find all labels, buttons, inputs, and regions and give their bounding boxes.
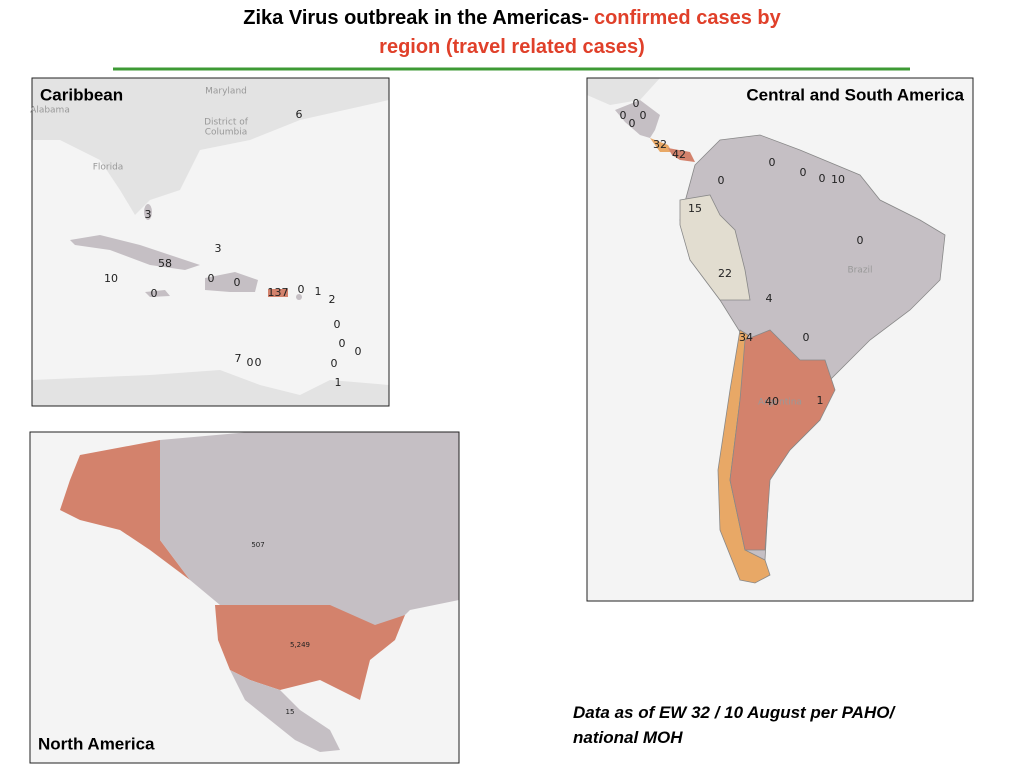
case-count: 0	[819, 172, 826, 185]
place-label: Brazil	[847, 266, 872, 276]
case-count: 58	[158, 257, 172, 270]
case-count: 3	[145, 208, 152, 221]
title-part: confirmed cases by	[594, 7, 782, 29]
panel-label: Central and South America	[746, 85, 964, 104]
case-count: 0	[857, 234, 864, 247]
case-count: 6	[296, 108, 303, 121]
case-count: 5,249	[290, 641, 310, 649]
title-part: region (travel related cases)	[379, 36, 645, 58]
case-count: 15	[688, 202, 702, 215]
case-count: 0	[255, 356, 262, 369]
case-count: 34	[739, 331, 753, 344]
case-count: 0	[620, 109, 627, 122]
case-count: 0	[355, 345, 362, 358]
case-count: 42	[672, 148, 686, 161]
place-label: Maryland	[205, 87, 247, 97]
case-count: 7	[235, 352, 242, 365]
panel-frame	[586, 77, 974, 602]
case-count: 10	[104, 272, 118, 285]
case-count: 0	[208, 272, 215, 285]
case-count: 40	[765, 395, 779, 408]
case-count: 4	[766, 292, 773, 305]
caribbean-map	[32, 78, 389, 406]
case-count: 2	[329, 293, 336, 306]
case-count: 0	[331, 357, 338, 370]
case-count: 0	[633, 97, 640, 110]
title: Zika Virus outbreak in the Americas-conf…	[243, 7, 781, 29]
case-count: 0	[803, 331, 810, 344]
place-label: Argentina	[758, 398, 802, 408]
case-count: 0	[769, 156, 776, 169]
case-count: 0	[339, 337, 346, 350]
case-count: 22	[718, 267, 732, 280]
case-count: 1	[335, 376, 342, 389]
panel-frame	[29, 431, 460, 764]
place-label: Columbia	[205, 128, 248, 138]
note: national MOH	[573, 728, 683, 747]
note: Data as of EW 32 / 10 August per PAHO/	[573, 703, 896, 722]
case-count: 507	[251, 541, 264, 549]
case-count: 0	[298, 283, 305, 296]
panel-frame	[31, 77, 390, 407]
case-count: 0	[640, 109, 647, 122]
case-count: 0	[800, 166, 807, 179]
south-america-map	[587, 78, 973, 601]
north-america-map	[30, 432, 459, 763]
case-count: 0	[334, 318, 341, 331]
panel-label: Caribbean	[40, 85, 123, 104]
place-label: District of	[204, 118, 249, 128]
case-count: 1	[817, 394, 824, 407]
panel-label: North America	[38, 734, 155, 753]
case-count: 3	[215, 242, 222, 255]
place-label: Florida	[93, 163, 124, 173]
title-part: Zika Virus outbreak in the Americas-	[243, 7, 589, 29]
case-count: 32	[653, 138, 667, 151]
case-count: 0	[151, 287, 158, 300]
case-count: 0	[718, 174, 725, 187]
case-count: 0	[629, 117, 636, 130]
case-count: 0	[247, 356, 254, 369]
case-count: 1	[315, 285, 322, 298]
case-count: 0	[234, 276, 241, 289]
case-count: 10	[831, 173, 845, 186]
case-count: 15	[286, 708, 295, 716]
case-count: 137	[268, 286, 289, 299]
place-label: Alabama	[30, 106, 70, 116]
